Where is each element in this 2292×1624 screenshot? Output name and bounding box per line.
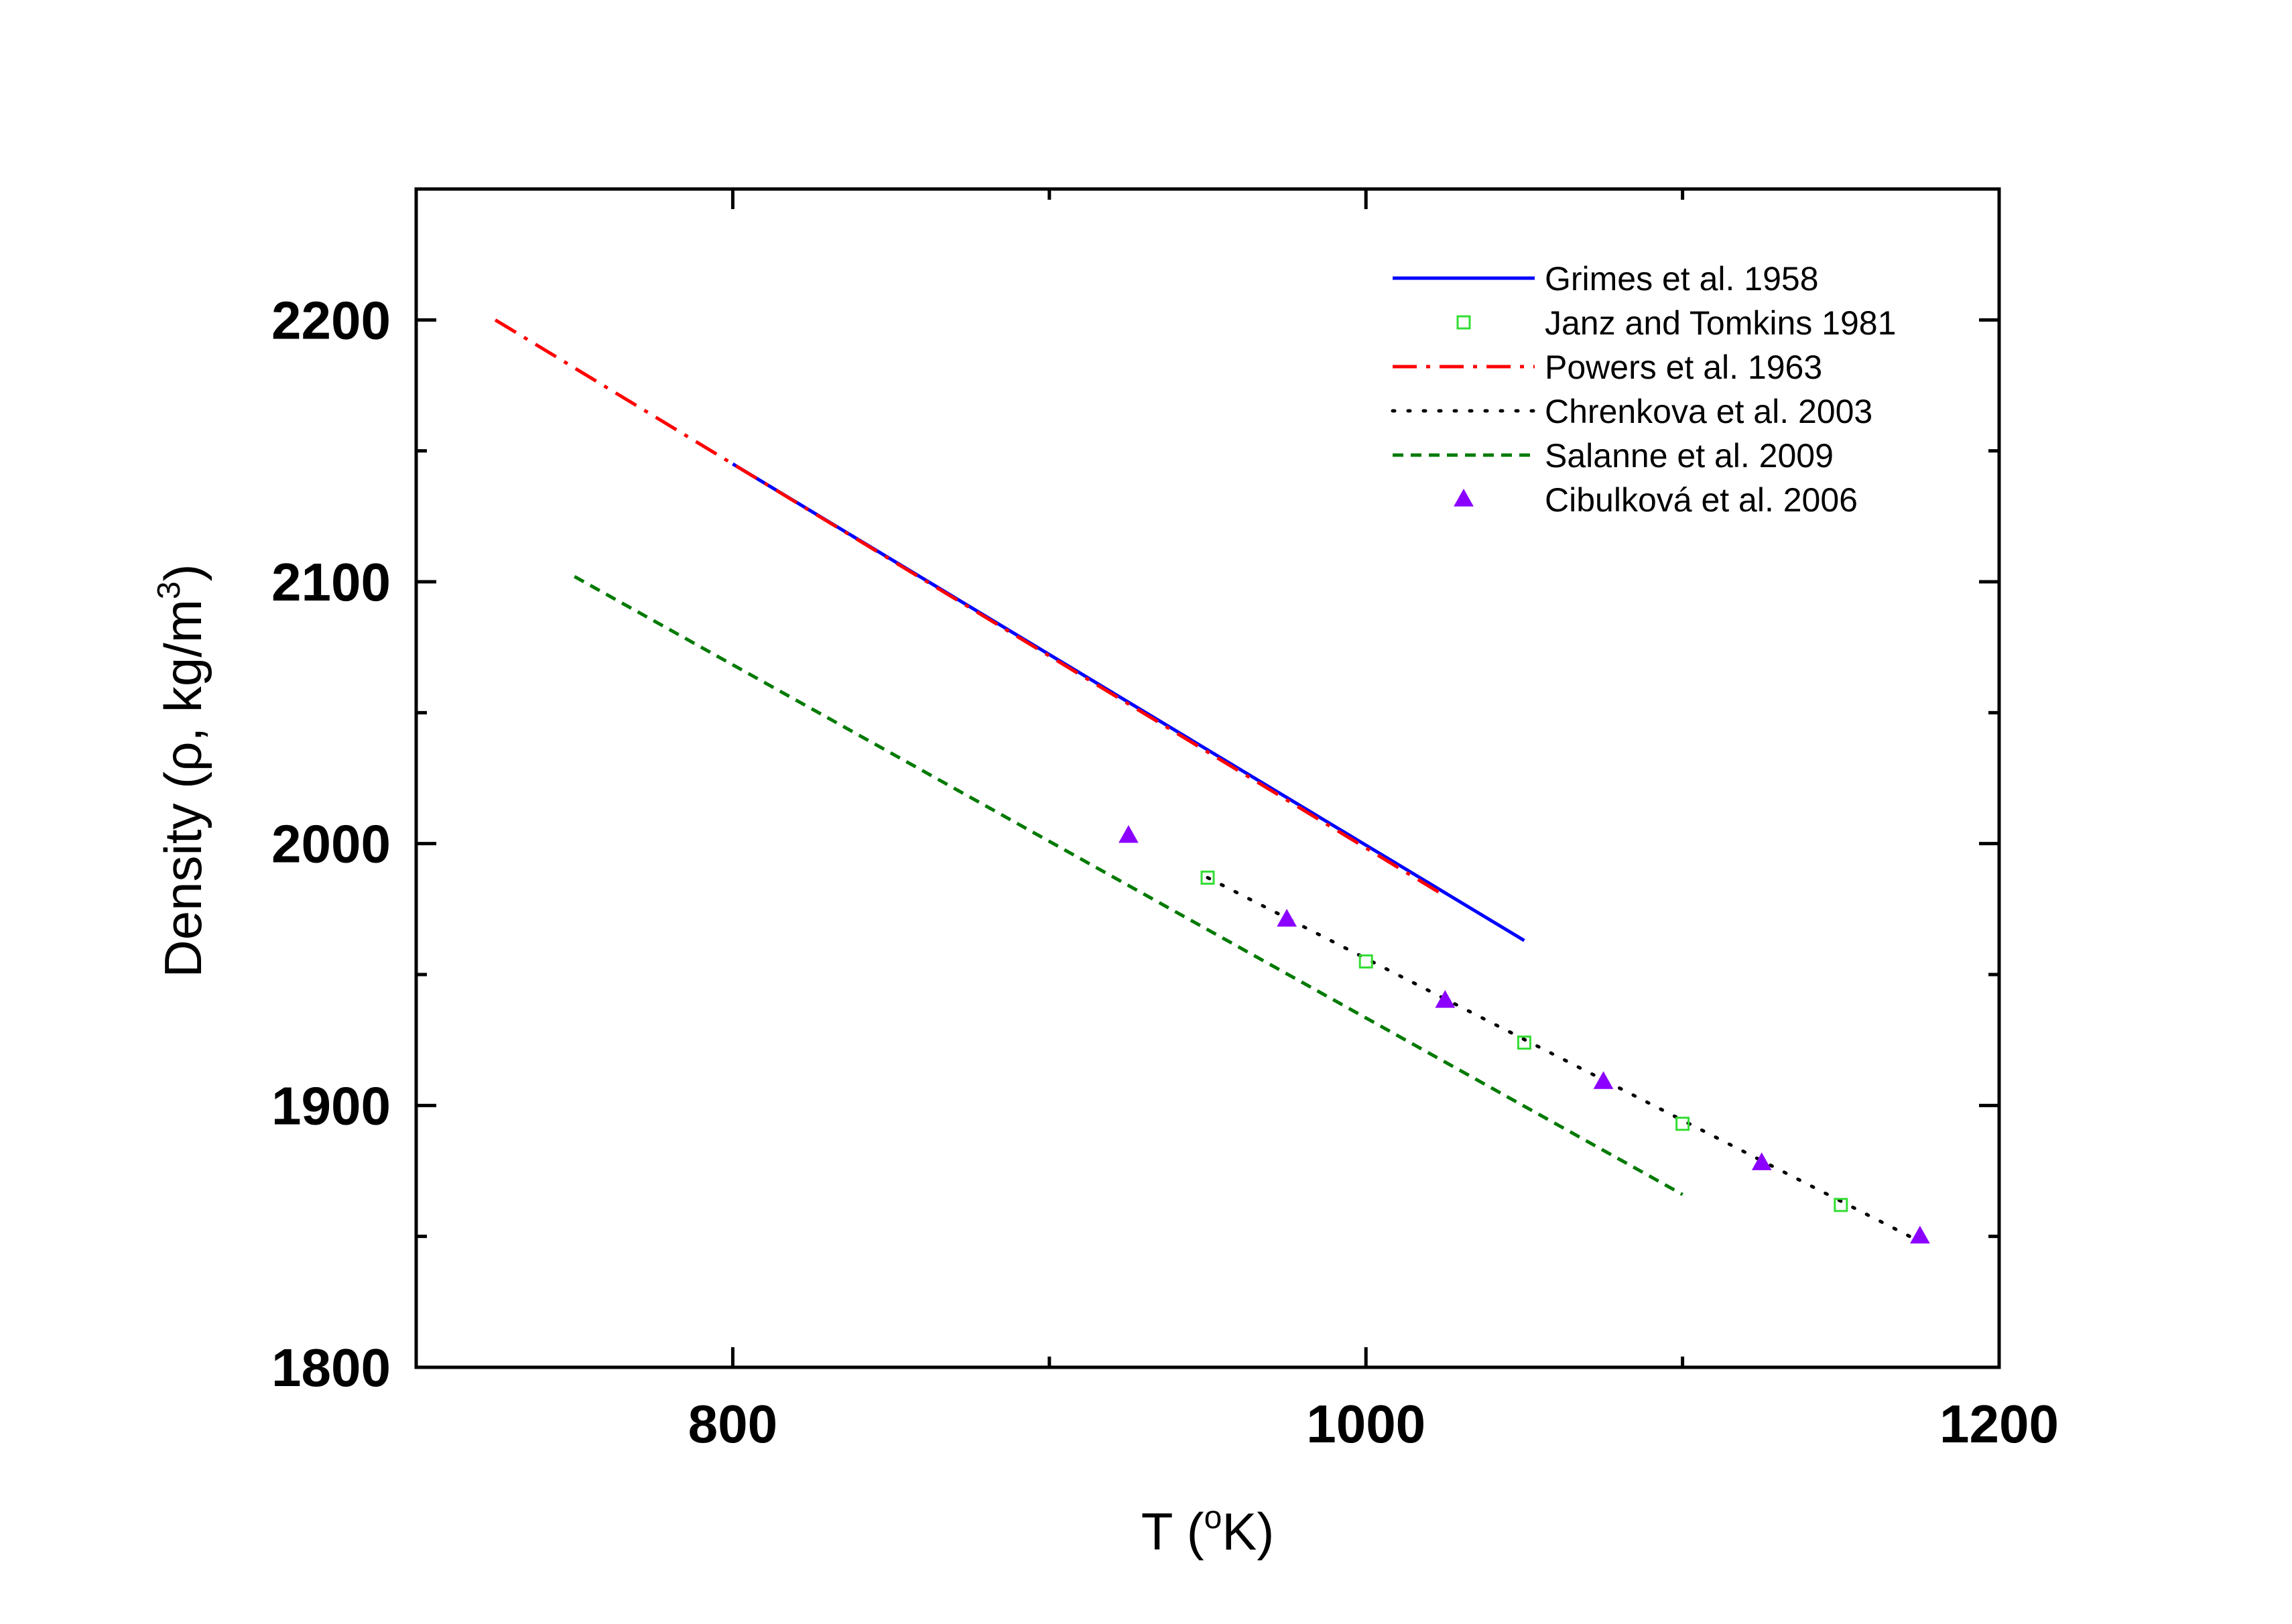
series-point-1 xyxy=(1358,954,1373,969)
legend-label: Janz and Tomkins 1981 xyxy=(1545,304,1896,342)
ticks-layer: 800 1000 1200 1800 1900 2000 2100 2200 xyxy=(271,189,2059,1454)
y-axis-title: Density (ρ, kg/m3) xyxy=(151,564,212,977)
series-line-2 xyxy=(494,318,1446,897)
legend-label: Grimes et al. 1958 xyxy=(1545,260,1819,298)
y-tick-label: 1800 xyxy=(271,1338,391,1397)
legend-marker xyxy=(1454,489,1474,507)
series-point-1 xyxy=(1200,870,1215,885)
y-tick-label: 1900 xyxy=(271,1076,391,1135)
legend: Grimes et al. 1958 Janz and Tomkins 1981 P… xyxy=(1391,260,1896,519)
series-point-5 xyxy=(1277,909,1297,927)
legend-label: Salanne et al. 2009 xyxy=(1545,437,1834,475)
plot-frame xyxy=(414,187,2001,1369)
series-line-4 xyxy=(573,575,1683,1196)
series-line-3 xyxy=(1206,875,1922,1243)
x-tick-label: 1000 xyxy=(1306,1394,1425,1454)
series-layer xyxy=(494,318,1930,1244)
series-point-5 xyxy=(1435,990,1456,1008)
legend-label: Cibulková et al. 2006 xyxy=(1545,481,1858,519)
series-point-5 xyxy=(1910,1225,1930,1244)
series-point-5 xyxy=(1593,1071,1614,1089)
legend-marker xyxy=(1456,315,1471,330)
series-point-5 xyxy=(1751,1152,1772,1170)
series-point-1 xyxy=(1834,1198,1848,1212)
series-point-1 xyxy=(1675,1117,1690,1131)
y-tick-label: 2100 xyxy=(271,552,391,612)
y-tick-label: 2000 xyxy=(271,814,391,874)
x-tick-label: 1200 xyxy=(1939,1394,2059,1454)
legend-label: Powers et al. 1963 xyxy=(1545,349,1822,386)
x-tick-label: 800 xyxy=(688,1394,777,1454)
series-point-5 xyxy=(1119,825,1139,843)
y-tick-label: 2200 xyxy=(271,290,391,350)
series-point-1 xyxy=(1517,1036,1531,1050)
x-axis-title: T (oK) xyxy=(1141,1500,1275,1561)
legend-label: Chrenkova et al. 2003 xyxy=(1545,393,1872,430)
